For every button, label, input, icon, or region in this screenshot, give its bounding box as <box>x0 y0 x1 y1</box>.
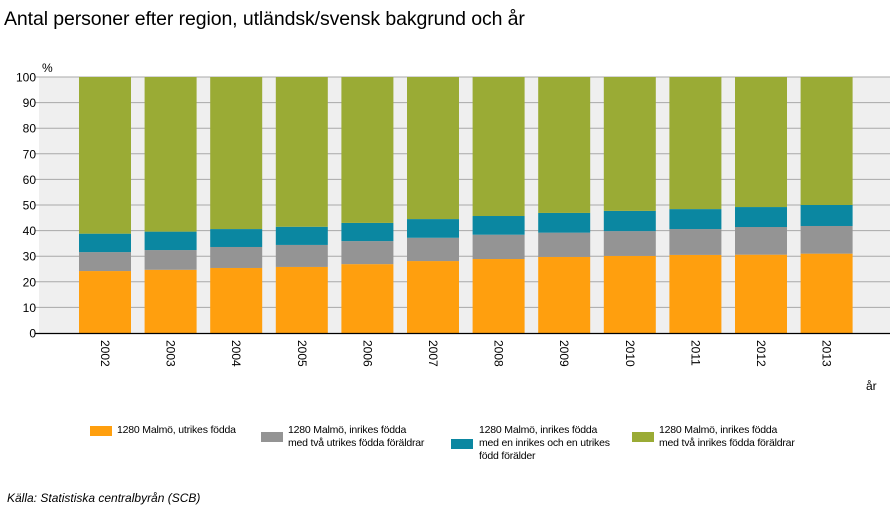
x-tick-label: 2004 <box>229 340 243 367</box>
bar-segment-2005-s1 <box>275 244 328 267</box>
legend-swatch <box>261 432 283 442</box>
bar-segment-2012-s0 <box>735 254 787 333</box>
x-tick-label: 2005 <box>295 340 309 367</box>
bar-segment-2010-s3 <box>603 77 656 211</box>
bar-segment-2007-s0 <box>407 261 459 333</box>
legend-label-line: 1280 Malmö, inrikes födda <box>288 424 407 436</box>
stacked-bar-chart: 0 10 20 30 40 50 60 70 80 90 100% 2002 2003 2004 2005 2… <box>16 61 890 393</box>
bar-segment-2002-s0 <box>79 271 131 333</box>
bar-segment-2008-s2 <box>472 216 525 235</box>
legend-swatch <box>632 432 654 442</box>
legend-label-line: 1280 Malmö, inrikes födda <box>479 424 598 436</box>
bar-segment-2012-s2 <box>735 207 787 228</box>
y-tick-label: 10 <box>23 301 37 315</box>
bar-segment-2013-s3 <box>800 77 853 205</box>
x-tick-label: 2009 <box>557 340 571 367</box>
bar-segment-2005-s2 <box>275 226 328 245</box>
bar-segment-2004-s1 <box>210 246 263 268</box>
bar-segment-2011-s0 <box>669 254 722 333</box>
bar-segment-2009-s3 <box>538 77 591 213</box>
legend-label: 1280 Malmö, inrikes födda med två inrikes… <box>659 424 795 450</box>
bar-segment-2011-s3 <box>669 77 722 210</box>
chart-title: Antal personer efter region, utländsk/sv… <box>4 8 525 30</box>
y-tick-label: 50 <box>23 199 37 213</box>
bar-segment-2002-s1 <box>79 252 131 272</box>
bar-segment-2007-s3 <box>407 77 459 220</box>
x-tick-label: 2003 <box>164 340 178 367</box>
legend-label-line: född förälder <box>479 450 536 462</box>
y-tick-label: 30 <box>23 250 37 264</box>
legend-label-line: 1280 Malmö, utrikes födda <box>117 424 236 436</box>
bar-segment-2003-s2 <box>144 231 197 251</box>
y-axis-unit-label: % <box>42 61 53 75</box>
x-tick-label: 2013 <box>820 340 834 367</box>
bar-segment-2004-s0 <box>210 267 263 333</box>
bar-segment-2006-s0 <box>341 264 394 333</box>
y-tick-label: 80 <box>23 122 37 136</box>
legend-label: 1280 Malmö, inrikes födda med en inrikes … <box>479 424 610 463</box>
bar-segment-2008-s3 <box>472 77 525 217</box>
x-tick-label: 2012 <box>754 340 768 367</box>
x-tick-label: 2006 <box>360 340 374 367</box>
bar-segment-2002-s2 <box>79 233 131 253</box>
y-tick-label: 60 <box>23 173 37 187</box>
legend-label: 1280 Malmö, inrikes födda med två utrikes… <box>288 424 424 450</box>
bar-segment-2010-s2 <box>603 210 656 232</box>
bar-segment-2009-s0 <box>538 256 591 333</box>
bar-segment-2012-s1 <box>735 227 787 255</box>
bar-segment-2011-s1 <box>669 229 722 255</box>
bar-segment-2002-s3 <box>79 77 131 234</box>
y-tick-label: 20 <box>23 275 37 289</box>
y-tick-label: 70 <box>23 147 37 161</box>
y-tick-label: 90 <box>23 96 37 110</box>
legend-label-line: med två inrikes födda föräldrar <box>659 437 795 449</box>
x-tick-label: 2008 <box>492 340 506 367</box>
bar-segment-2011-s2 <box>669 209 722 230</box>
bar-segment-2003-s0 <box>144 269 197 333</box>
x-tick-label: 2002 <box>98 340 112 367</box>
bar-segment-2008-s0 <box>472 259 525 333</box>
bar-segment-2006-s2 <box>341 222 394 242</box>
bar-segment-2013-s0 <box>800 253 853 333</box>
bar-segment-2004-s2 <box>210 229 263 247</box>
bar-segment-2005-s0 <box>275 266 328 333</box>
bar-segment-2006-s3 <box>341 77 394 223</box>
bar-segment-2003-s1 <box>144 250 197 270</box>
bar-segment-2010-s1 <box>603 231 656 256</box>
legend-label-line: 1280 Malmö, inrikes födda <box>659 424 778 436</box>
source-note: Källa: Statistiska centralbyrån (SCB) <box>7 491 201 505</box>
bar-segment-2009-s2 <box>538 212 591 233</box>
bar-segment-2007-s2 <box>407 219 459 238</box>
bar-segment-2013-s2 <box>800 205 853 226</box>
y-tick-label: 0 <box>29 327 36 341</box>
legend-label: 1280 Malmö, utrikes födda <box>117 424 236 437</box>
bar-segment-2012-s3 <box>735 77 787 208</box>
legend-label-line: med en inrikes och en utrikes <box>479 437 610 449</box>
bar-segment-2005-s3 <box>275 77 328 227</box>
bar-segment-2013-s1 <box>800 225 853 254</box>
bar-segment-2009-s1 <box>538 232 591 257</box>
bar-segment-2004-s3 <box>210 77 263 230</box>
y-tick-label: 100 <box>16 71 36 85</box>
bar-segment-2007-s1 <box>407 237 459 262</box>
bar-segment-2008-s1 <box>472 234 525 260</box>
bar-segment-2006-s1 <box>341 241 394 265</box>
bar-segment-2003-s3 <box>144 77 197 232</box>
x-tick-label: 2007 <box>426 340 440 367</box>
legend-swatch <box>451 439 473 449</box>
y-tick-label: 40 <box>23 224 37 238</box>
x-tick-label: 2011 <box>688 340 702 366</box>
x-tick-label: 2010 <box>623 340 637 367</box>
bar-segment-2010-s0 <box>603 255 656 333</box>
x-axis-label: år <box>866 379 877 393</box>
legend-swatch <box>90 426 112 436</box>
legend-label-line: med två utrikes födda föräldrar <box>288 437 425 449</box>
